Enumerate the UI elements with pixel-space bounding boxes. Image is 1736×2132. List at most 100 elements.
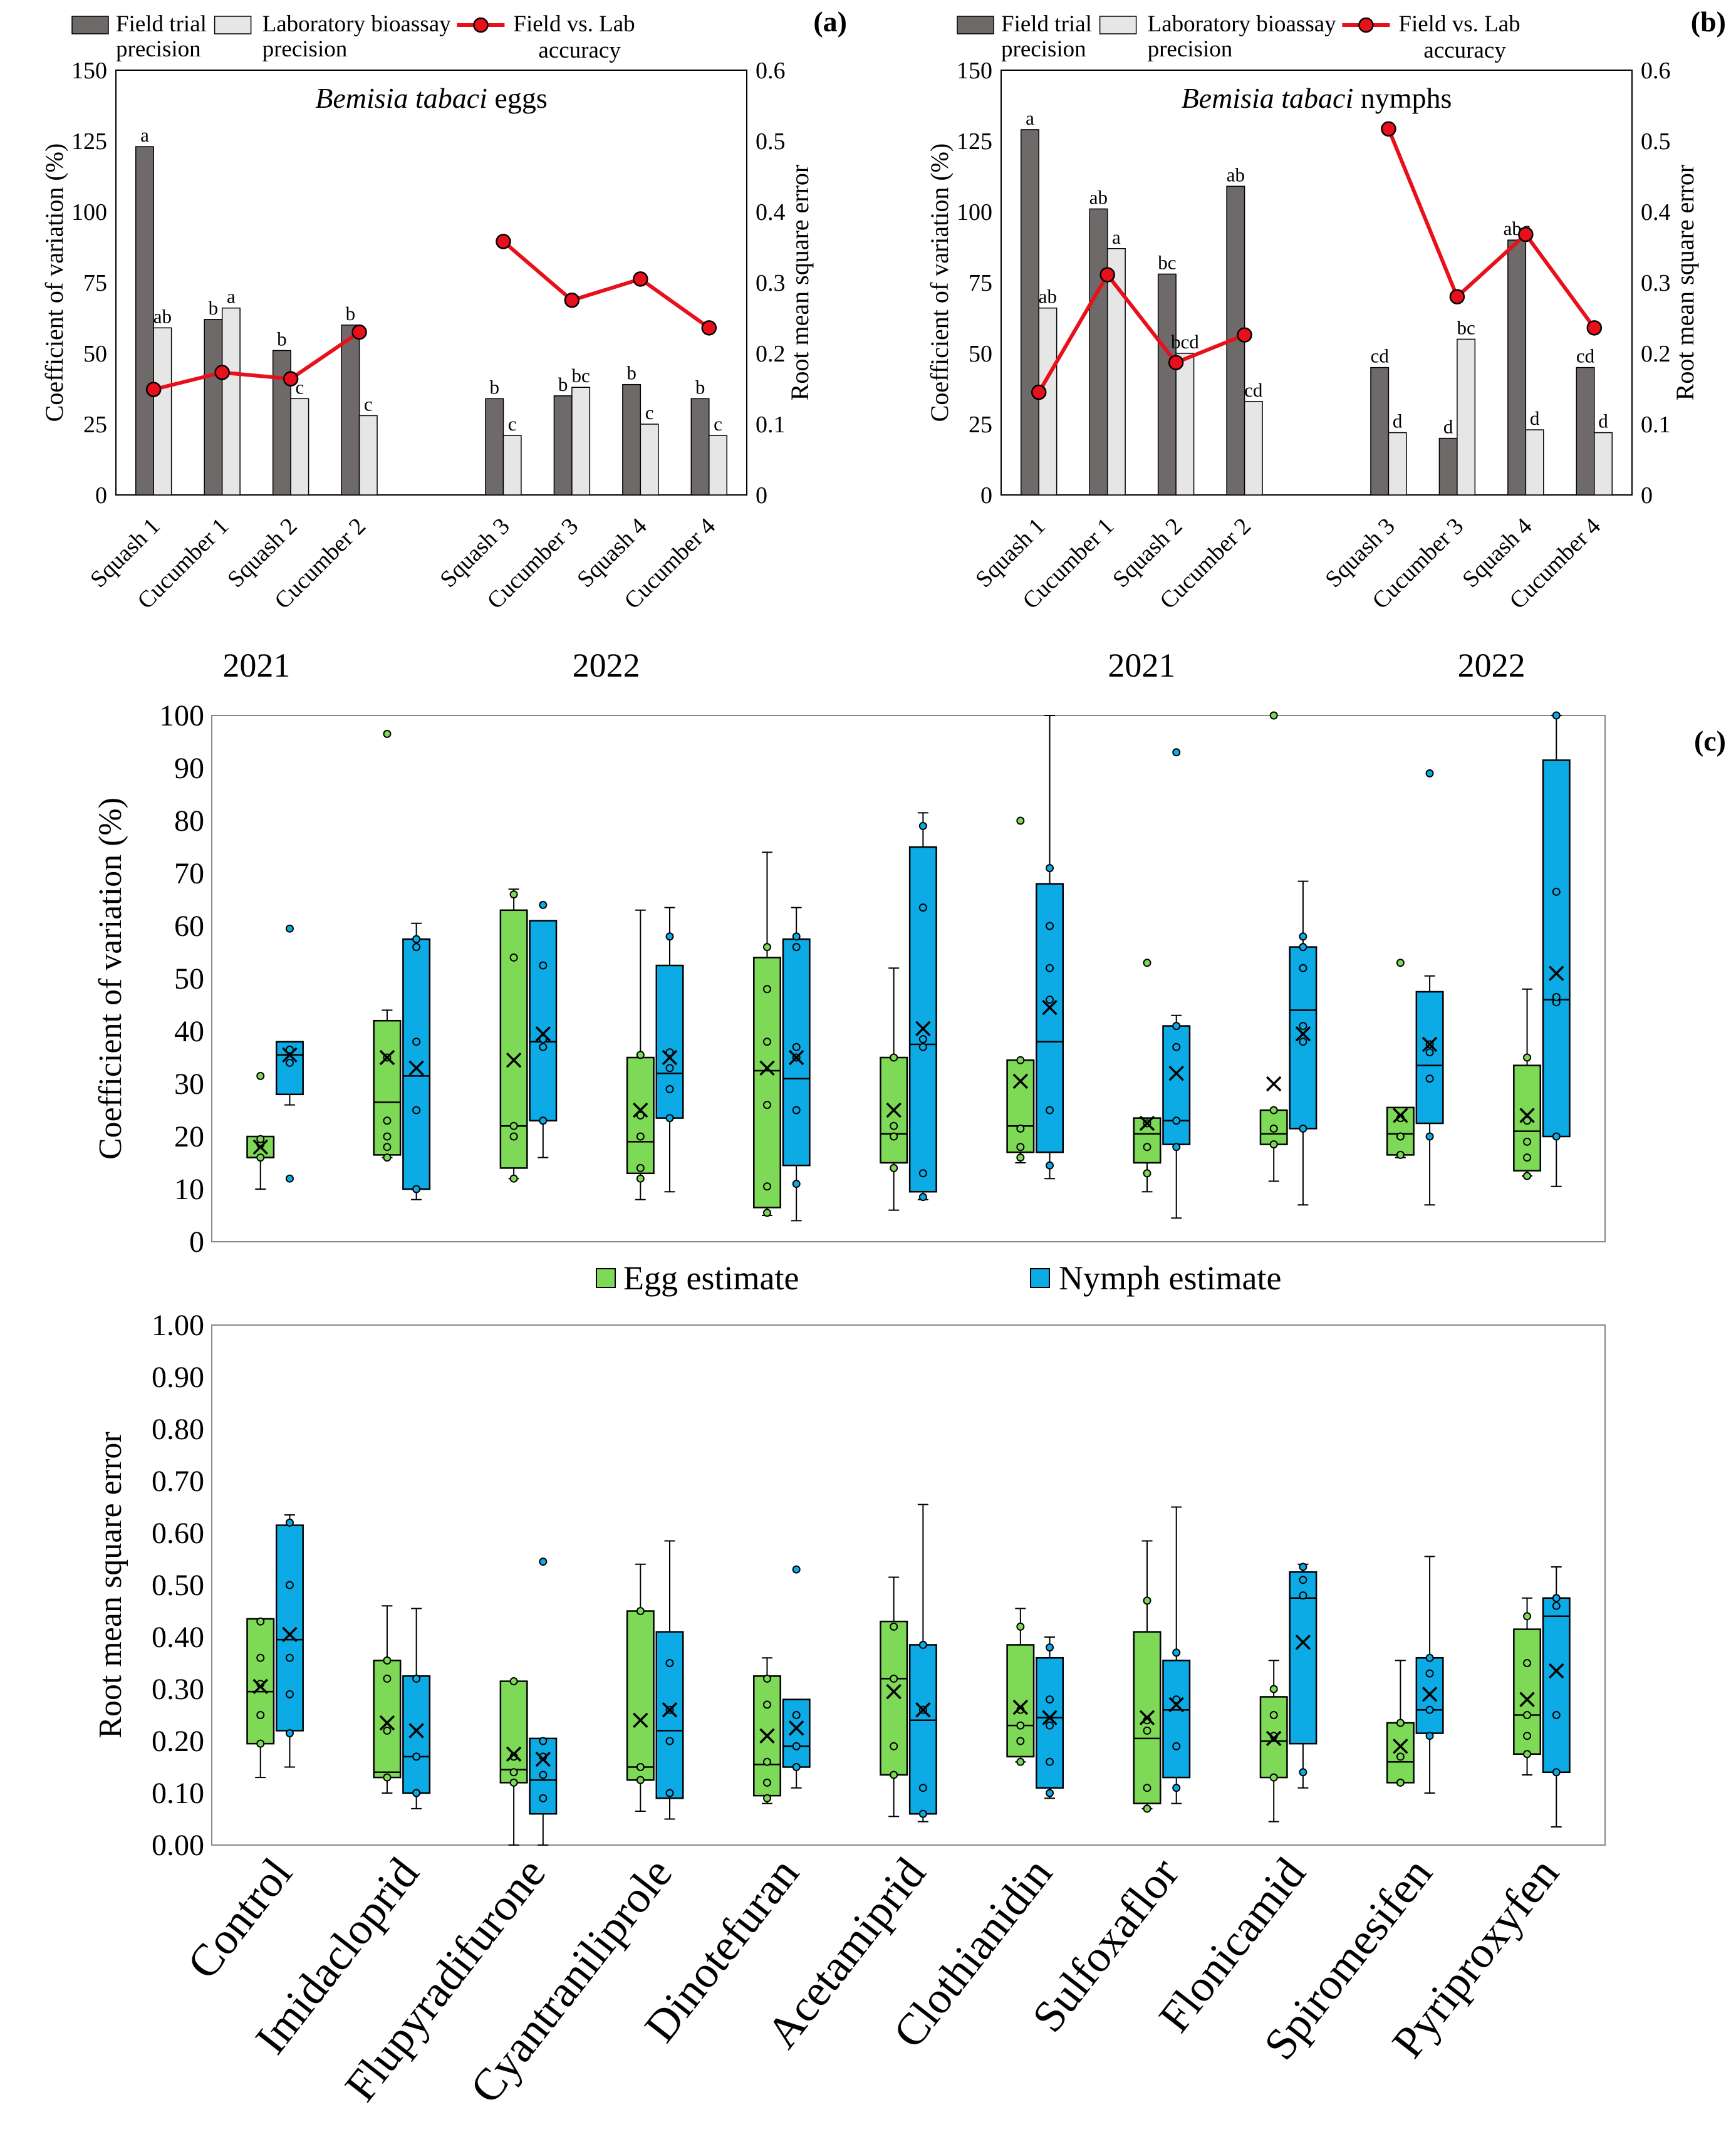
data-point	[918, 1809, 927, 1818]
data-point	[792, 943, 801, 952]
data-point	[762, 1794, 771, 1802]
mean-marker	[1139, 1115, 1155, 1131]
mean-marker	[379, 1049, 395, 1066]
data-point	[1425, 769, 1434, 777]
panel-letter: (a)	[813, 6, 847, 38]
legend-label-lab: precision	[262, 36, 348, 62]
data-point	[918, 1784, 927, 1792]
data-point	[1143, 1726, 1151, 1735]
data-point	[1552, 1601, 1561, 1610]
legend-marker-accuracy	[1358, 17, 1374, 33]
data-point	[1172, 1695, 1181, 1704]
data-point	[918, 1043, 927, 1051]
data-point	[918, 1640, 927, 1649]
data-point	[383, 729, 392, 738]
data-point	[285, 1045, 294, 1054]
data-point	[1143, 1169, 1151, 1178]
field-significance-letter: a	[1026, 107, 1034, 129]
data-point	[509, 890, 518, 899]
data-point	[1425, 1732, 1434, 1740]
panel-a: 0 25 50 75 100 125 150 0 0.1 0.2 0.3 0.4 0.5 0.6 Coeff…	[40, 6, 847, 684]
bar-lab-squash-3	[1388, 432, 1407, 496]
iqr-box	[1162, 1660, 1191, 1779]
data-point	[285, 1174, 294, 1183]
data-point	[383, 1656, 392, 1665]
accuracy-point	[1449, 289, 1465, 304]
data-point	[1299, 1124, 1307, 1133]
data-point	[762, 1182, 771, 1191]
year-label: 2022	[1458, 647, 1525, 684]
y2-tick-label: 0.1	[1641, 412, 1671, 438]
data-point	[636, 1174, 645, 1183]
accuracy-point	[1586, 320, 1603, 336]
bar-field-cucumber-3	[553, 395, 573, 496]
egg-box-imidacloprid	[373, 1605, 402, 1794]
legend-label-lab: Laboratory bioassay	[1148, 11, 1337, 37]
panel-c-rmse: 0.00 0.10 0.20 0.30 0.40 0.50 0.60 0.70 0.80 0.90…	[93, 1309, 1606, 1862]
mean-marker	[1266, 1730, 1282, 1747]
egg-box-acetamiprid	[880, 1576, 908, 1817]
data-point	[636, 1776, 645, 1784]
mean-marker	[788, 1049, 804, 1066]
data-point	[1269, 1140, 1278, 1149]
data-point	[1016, 1757, 1025, 1766]
iqr-box	[880, 1620, 908, 1776]
bar-lab-cucumber-4	[1594, 432, 1613, 496]
data-point	[1552, 1768, 1561, 1777]
data-point	[1143, 1784, 1151, 1792]
data-point	[918, 1169, 927, 1178]
iqr-box	[752, 957, 781, 1209]
data-point	[383, 1132, 392, 1141]
mean-marker	[252, 1678, 268, 1695]
data-point	[1299, 1576, 1307, 1584]
panel-b: 0 25 50 75 100 125 150 0 0.1 0.2 0.3 0.4 0.5 0.6 Coeff…	[925, 6, 1726, 684]
y-tick-label: 0.40	[152, 1621, 204, 1654]
data-point	[1552, 1594, 1561, 1603]
legend-marker-accuracy	[473, 17, 489, 33]
egg-box-sulfoxaflor	[1133, 1540, 1162, 1813]
data-point	[1016, 816, 1025, 825]
data-point	[792, 1180, 801, 1188]
data-point	[1425, 1653, 1434, 1662]
y-tick-label: 20	[174, 1120, 204, 1153]
data-point	[383, 1153, 392, 1162]
accuracy-point	[1031, 384, 1047, 400]
y-tick-label: 0.70	[152, 1465, 204, 1498]
nymph-box-imidacloprid	[402, 1608, 431, 1809]
data-point	[1016, 1124, 1025, 1133]
data-point	[1396, 1132, 1405, 1141]
data-point	[792, 932, 801, 941]
data-point	[383, 1674, 392, 1683]
plot-frame	[115, 70, 747, 496]
mean-marker	[506, 1746, 522, 1762]
data-point	[1396, 1752, 1405, 1761]
data-point	[665, 1114, 674, 1123]
y-tick-label: 50	[174, 962, 204, 996]
bar-lab-squash-2	[290, 398, 309, 496]
data-point	[509, 1778, 518, 1787]
y-axis-label: Coefficient of variation (%)	[93, 798, 128, 1160]
data-point	[762, 985, 771, 994]
data-point	[1299, 943, 1307, 952]
data-point	[1299, 1563, 1307, 1571]
lab-significance-letter: d	[1530, 407, 1540, 429]
data-point	[792, 1763, 801, 1771]
data-point	[636, 1763, 645, 1771]
legend-label-field: Field trial	[116, 11, 207, 37]
accuracy-point	[633, 271, 648, 287]
iqr-box	[275, 1041, 304, 1096]
mean-marker	[915, 1702, 931, 1718]
data-point	[1269, 1773, 1278, 1782]
y-tick-label: 150	[71, 58, 107, 84]
data-point	[636, 1607, 645, 1615]
legend-swatch-nymph	[1030, 1268, 1050, 1288]
bar-field-cucumber-4	[1576, 367, 1595, 496]
data-point	[285, 1058, 294, 1067]
field-significance-letter: ab	[1227, 164, 1245, 185]
mean-marker	[1168, 1065, 1184, 1081]
legend-label-accuracy: accuracy	[1423, 38, 1506, 63]
data-point	[1172, 1784, 1181, 1792]
data-point	[285, 1690, 294, 1698]
legend-label-accuracy: accuracy	[538, 38, 621, 63]
